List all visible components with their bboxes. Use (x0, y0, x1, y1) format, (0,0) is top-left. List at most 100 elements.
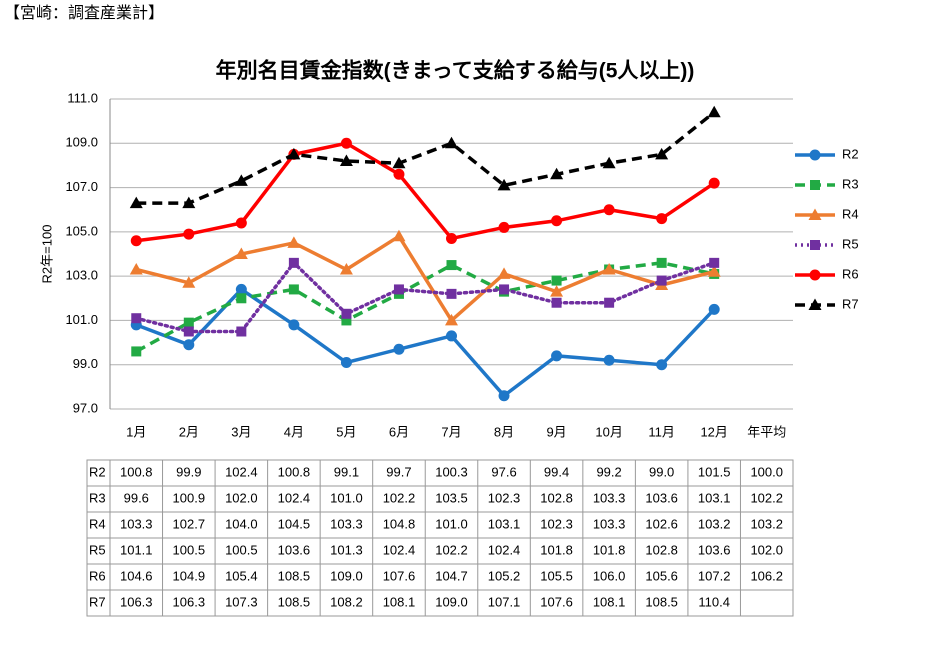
table-cell: 106.2 (750, 568, 783, 583)
data-point (708, 303, 720, 315)
table-cell: 100.9 (173, 490, 206, 505)
table-row-header: R5 (89, 542, 106, 557)
data-point (551, 350, 563, 362)
legend-marker (809, 269, 821, 281)
table-cell: 106.0 (593, 568, 626, 583)
x-tick-label: 1月 (126, 424, 146, 439)
data-point (551, 275, 562, 286)
table-cell: 107.1 (488, 594, 521, 609)
data-point (393, 168, 405, 180)
x-tick-label: 3月 (231, 424, 251, 439)
table-cell: 101.8 (540, 542, 573, 557)
table-cell: 102.8 (540, 490, 573, 505)
data-point (288, 319, 300, 331)
data-point (550, 285, 564, 297)
table-cell: 108.5 (645, 594, 678, 609)
table-cell: 105.6 (645, 568, 678, 583)
table-cell: 99.7 (386, 464, 411, 479)
table-cell: 101.3 (330, 542, 363, 557)
legend-label: R2 (842, 146, 859, 161)
table-cell: 102.4 (488, 542, 521, 557)
x-tick-label: 8月 (494, 424, 514, 439)
data-point (551, 215, 563, 227)
table-cell: 103.5 (435, 490, 468, 505)
data-point (603, 354, 615, 366)
data-point (131, 346, 142, 357)
data-point (446, 260, 457, 271)
data-point (235, 283, 247, 295)
data-point (340, 357, 352, 368)
data-point (340, 137, 352, 149)
x-tick-label: 7月 (441, 424, 461, 439)
table-cell: 102.4 (383, 542, 416, 557)
data-point (393, 284, 404, 295)
table-cell: 104.6 (120, 568, 153, 583)
table-cell: 100.8 (120, 464, 153, 479)
data-point (129, 263, 143, 275)
data-point (498, 390, 510, 402)
table-cell: 103.1 (488, 516, 521, 531)
table-cell: 102.4 (278, 490, 311, 505)
table-cell: 105.2 (488, 568, 521, 583)
data-point (446, 233, 457, 244)
table-cell: 104.5 (278, 516, 311, 531)
table-cell: 102.2 (750, 490, 783, 505)
table-cell: 107.2 (698, 568, 731, 583)
table-cell: 101.8 (593, 542, 626, 557)
table-cell: 107.6 (540, 594, 573, 609)
legend-label: R6 (842, 266, 859, 281)
y-tick-label: 105.0 (65, 223, 98, 238)
legend-marker (808, 208, 822, 220)
table-row-header: R7 (89, 594, 106, 609)
data-point (708, 177, 720, 189)
table-cell: 101.0 (435, 516, 468, 531)
data-point (392, 229, 406, 242)
data-point (656, 213, 668, 225)
table-cell: 102.6 (645, 516, 678, 531)
data-point (339, 263, 353, 275)
data-point (288, 257, 299, 268)
series-line (135, 287, 716, 399)
data-point (603, 204, 615, 216)
table-cell: 104.8 (383, 516, 416, 531)
data-point (604, 297, 615, 308)
data-point (339, 154, 353, 166)
data-point (602, 156, 616, 169)
data-point (656, 359, 668, 371)
x-tick-label: 4月 (284, 424, 304, 439)
y-tick-label: 107.0 (65, 179, 98, 194)
table-cell: 107.3 (225, 594, 258, 609)
y-tick-label: 97.0 (73, 400, 98, 415)
table-cell: 102.3 (488, 490, 521, 505)
data-point (392, 156, 406, 169)
table-cell: 103.3 (593, 516, 626, 531)
table-cell: 99.1 (334, 464, 359, 479)
table-cell: 102.0 (750, 542, 783, 557)
y-tick-label: 111.0 (67, 90, 98, 105)
table-cell: 100.0 (750, 464, 783, 479)
data-point (131, 313, 142, 324)
table-cell: 102.2 (435, 542, 468, 557)
table-cell: 102.7 (173, 516, 206, 531)
table-cell: 100.5 (225, 542, 258, 557)
table-cell: 110.4 (698, 594, 730, 609)
table-cell: 103.1 (698, 490, 731, 505)
table-cell: 103.6 (278, 542, 311, 557)
data-point (236, 326, 247, 337)
series-line (136, 141, 716, 243)
data-point (655, 147, 669, 160)
data-point (656, 257, 667, 268)
table-cell: 108.1 (593, 594, 626, 609)
data-point (182, 196, 196, 209)
data-point (129, 196, 143, 209)
table-cell: 103.6 (698, 542, 731, 557)
legend-marker (808, 298, 822, 310)
y-tick-label: 103.0 (65, 268, 98, 283)
data-point (551, 297, 562, 308)
data-point (236, 293, 247, 304)
data-point (341, 308, 352, 319)
table-row-header: R6 (89, 568, 106, 583)
table-cell: 99.9 (176, 464, 201, 479)
legend-label: R5 (842, 236, 859, 251)
data-point (182, 276, 196, 288)
